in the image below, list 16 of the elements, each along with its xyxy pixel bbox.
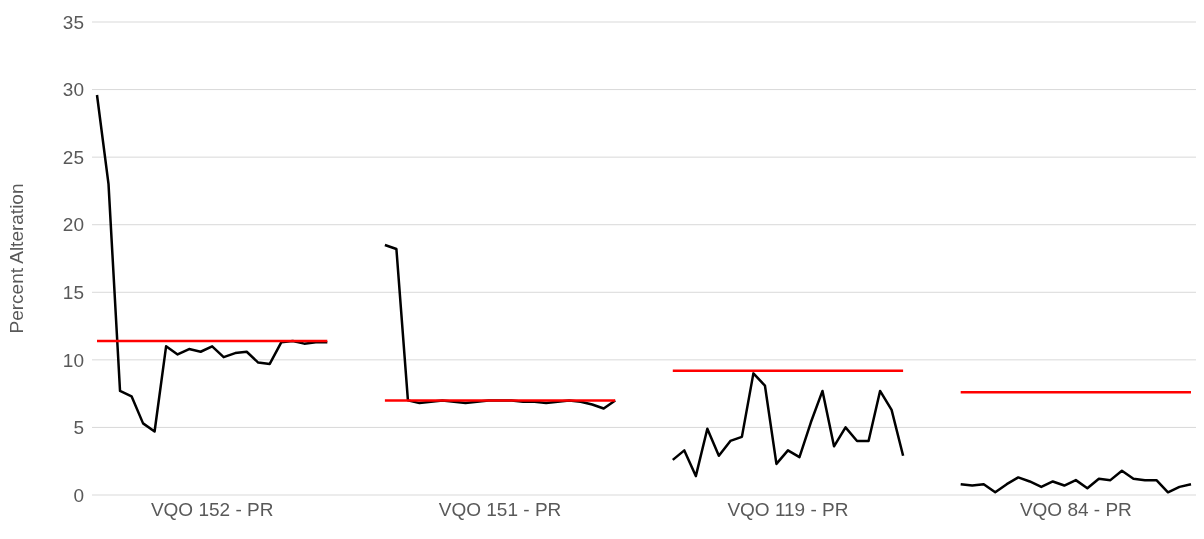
y-tick-label: 10 xyxy=(62,349,84,371)
x-tick-label: VQO 84 - PR xyxy=(1019,499,1132,521)
y-tick-label: 0 xyxy=(73,484,84,506)
y-tick-label: 15 xyxy=(62,282,84,304)
line-series xyxy=(959,469,1193,494)
x-tick-label: VQO 152 - PR xyxy=(150,499,274,521)
line-series xyxy=(671,372,905,478)
y-axis-title: Percent Alteration xyxy=(5,183,27,334)
y-tick-label: 30 xyxy=(62,79,84,101)
y-tick-label: 20 xyxy=(62,214,84,236)
x-tick-label: VQO 151 - PR xyxy=(438,499,562,521)
line-series xyxy=(95,93,329,433)
y-tick-label: 35 xyxy=(62,11,84,33)
y-tick-label: 25 xyxy=(62,146,84,168)
y-tick-label: 5 xyxy=(73,417,84,439)
x-tick-label: VQO 119 - PR xyxy=(727,499,849,521)
